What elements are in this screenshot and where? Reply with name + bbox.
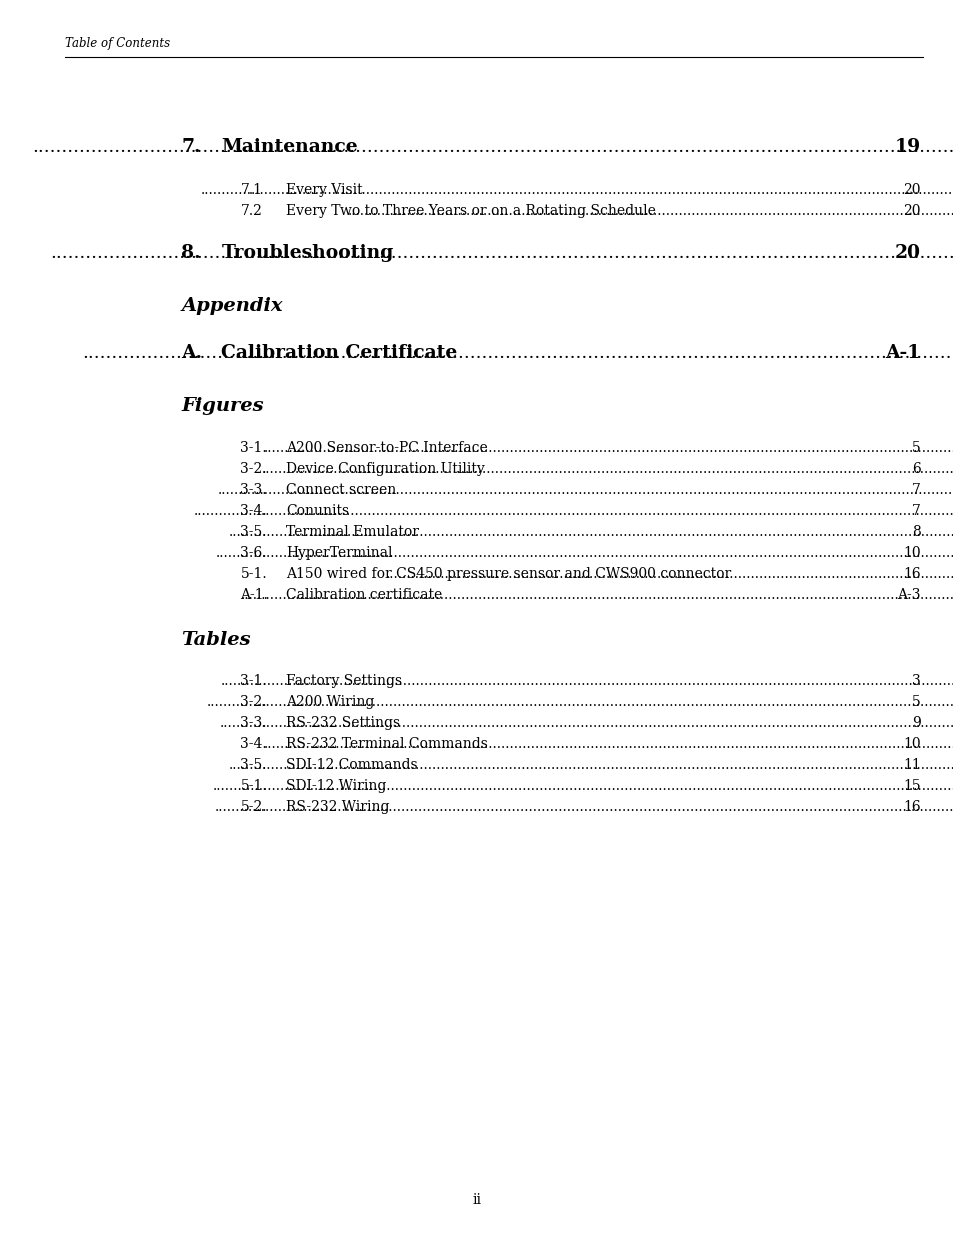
- Text: ................................................................................: ........................................…: [194, 504, 953, 517]
- Text: ................................................................................: ........................................…: [217, 483, 953, 496]
- Text: 3-2.: 3-2.: [240, 695, 267, 709]
- Text: 16: 16: [902, 800, 920, 814]
- Text: Factory Settings: Factory Settings: [286, 674, 402, 688]
- Text: Appendix: Appendix: [181, 298, 282, 315]
- Text: Calibration certificate: Calibration certificate: [286, 588, 442, 601]
- Text: ................................................................................: ........................................…: [347, 204, 953, 217]
- Text: ................................................................................: ........................................…: [385, 567, 953, 580]
- Text: ................................................................................: ........................................…: [263, 441, 953, 454]
- Text: Troubleshooting: Troubleshooting: [221, 245, 394, 262]
- Text: 3-3.: 3-3.: [240, 716, 267, 730]
- Text: 3-4.: 3-4.: [240, 504, 267, 517]
- Text: 5-1.: 5-1.: [240, 779, 267, 793]
- Text: SDI-12 Wiring: SDI-12 Wiring: [286, 779, 386, 793]
- Text: 5: 5: [911, 441, 920, 454]
- Text: 5-1.: 5-1.: [240, 567, 267, 580]
- Text: 11: 11: [902, 758, 920, 772]
- Text: ................................................................................: ........................................…: [32, 138, 953, 156]
- Text: 3: 3: [911, 674, 920, 688]
- Text: 8.: 8.: [181, 245, 201, 262]
- Text: ................................................................................: ........................................…: [262, 462, 953, 475]
- Text: A-1.: A-1.: [240, 588, 268, 601]
- Text: A-3: A-3: [896, 588, 920, 601]
- Text: Connect screen: Connect screen: [286, 483, 396, 496]
- Text: 5: 5: [911, 695, 920, 709]
- Text: RS-232 Wiring: RS-232 Wiring: [286, 800, 389, 814]
- Text: 15: 15: [902, 779, 920, 793]
- Text: A150 wired for CS450 pressure sensor and CWS900 connector: A150 wired for CS450 pressure sensor and…: [286, 567, 731, 580]
- Text: 10: 10: [902, 546, 920, 559]
- Text: SDI-12 Commands: SDI-12 Commands: [286, 758, 417, 772]
- Text: RS-232 Settings: RS-232 Settings: [286, 716, 400, 730]
- Text: 9: 9: [911, 716, 920, 730]
- Text: 3-6.: 3-6.: [240, 546, 267, 559]
- Text: ................................................................................: ........................................…: [219, 716, 953, 730]
- Text: Device Configuration Utility: Device Configuration Utility: [286, 462, 484, 475]
- Text: Terminal Emulator: Terminal Emulator: [286, 525, 418, 538]
- Text: ................................................................................: ........................................…: [220, 674, 953, 688]
- Text: Maintenance: Maintenance: [221, 138, 357, 156]
- Text: ................................................................................: ........................................…: [240, 588, 953, 601]
- Text: A200 Sensor-to-PC Interface: A200 Sensor-to-PC Interface: [286, 441, 487, 454]
- Text: ................................................................................: ........................................…: [201, 183, 953, 196]
- Text: ................................................................................: ........................................…: [214, 800, 953, 814]
- Text: Table of Contents: Table of Contents: [65, 37, 170, 49]
- Text: 3-2.: 3-2.: [240, 462, 267, 475]
- Text: ................................................................................: ........................................…: [51, 245, 953, 262]
- Text: 10: 10: [902, 737, 920, 751]
- Text: Calibration Certificate: Calibration Certificate: [221, 345, 457, 362]
- Text: ................................................................................: ........................................…: [213, 779, 953, 793]
- Text: 7.2: 7.2: [240, 204, 262, 217]
- Text: 5-2.: 5-2.: [240, 800, 267, 814]
- Text: 7: 7: [911, 483, 920, 496]
- Text: ii: ii: [472, 1193, 481, 1207]
- Text: ................................................................................: ........................................…: [82, 345, 953, 362]
- Text: ................................................................................: ........................................…: [215, 546, 953, 559]
- Text: HyperTerminal: HyperTerminal: [286, 546, 393, 559]
- Text: 3-3.: 3-3.: [240, 483, 267, 496]
- Text: ................................................................................: ........................................…: [229, 525, 953, 538]
- Text: Figures: Figures: [181, 398, 264, 415]
- Text: Every Visit: Every Visit: [286, 183, 362, 196]
- Text: ................................................................................: ........................................…: [207, 695, 953, 709]
- Text: 20: 20: [894, 245, 920, 262]
- Text: 7.: 7.: [181, 138, 200, 156]
- Text: A.: A.: [181, 345, 202, 362]
- Text: 20: 20: [902, 204, 920, 217]
- Text: ................................................................................: ........................................…: [228, 758, 953, 772]
- Text: A200 Wiring: A200 Wiring: [286, 695, 375, 709]
- Text: 3-5.: 3-5.: [240, 525, 267, 538]
- Text: 3-5.: 3-5.: [240, 758, 267, 772]
- Text: 8: 8: [911, 525, 920, 538]
- Text: 3-4.: 3-4.: [240, 737, 267, 751]
- Text: RS-232 Terminal Commands: RS-232 Terminal Commands: [286, 737, 488, 751]
- Text: Tables: Tables: [181, 631, 251, 648]
- Text: 3-1.: 3-1.: [240, 674, 267, 688]
- Text: Conunits: Conunits: [286, 504, 349, 517]
- Text: 3-1.: 3-1.: [240, 441, 267, 454]
- Text: Every Two to Three Years or on a Rotating Schedule: Every Two to Three Years or on a Rotatin…: [286, 204, 656, 217]
- Text: 6: 6: [911, 462, 920, 475]
- Text: 19: 19: [894, 138, 920, 156]
- Text: ................................................................................: ........................................…: [263, 737, 953, 751]
- Text: 7.1: 7.1: [240, 183, 262, 196]
- Text: 7: 7: [911, 504, 920, 517]
- Text: 16: 16: [902, 567, 920, 580]
- Text: 20: 20: [902, 183, 920, 196]
- Text: A-1: A-1: [884, 345, 920, 362]
